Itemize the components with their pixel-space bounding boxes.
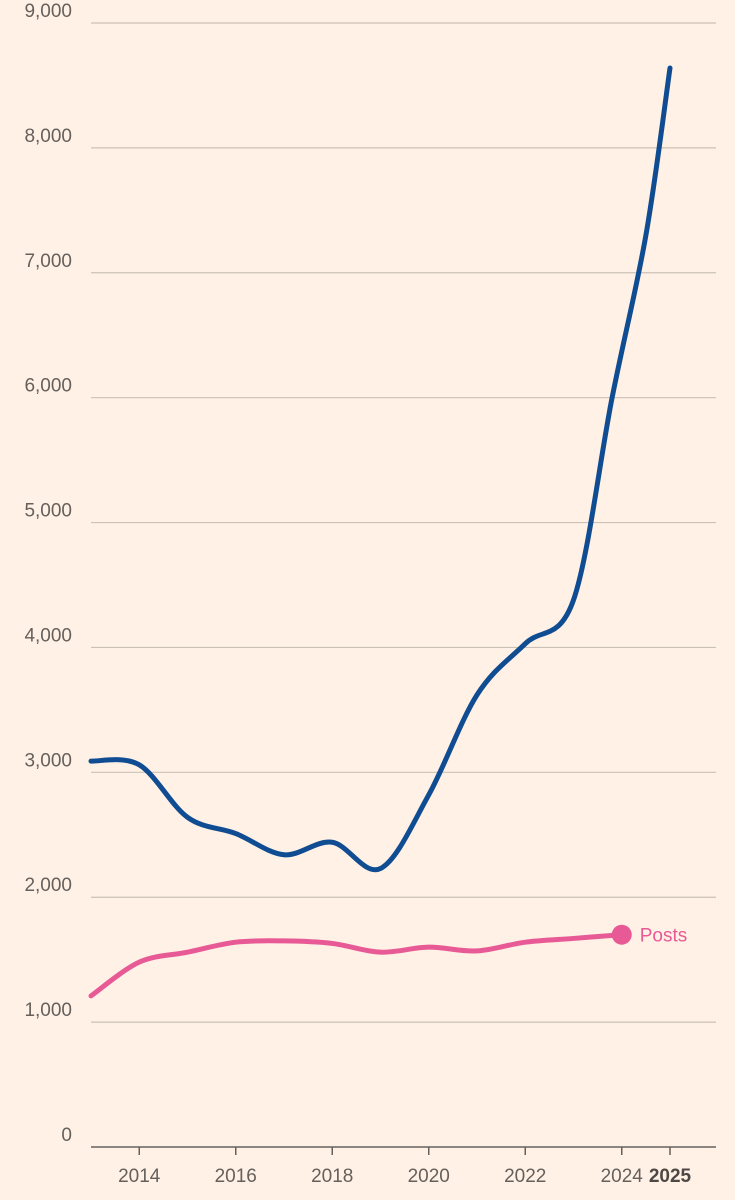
y-tick-label: 1,000 — [24, 1000, 72, 1021]
x-tick-label: 2020 — [408, 1166, 450, 1187]
y-tick-label: 0 — [61, 1125, 72, 1146]
series-line-total — [88, 65, 673, 873]
series-label: Posts — [640, 926, 688, 947]
gridlines — [91, 22, 716, 1023]
y-tick-label: 4,000 — [24, 625, 72, 646]
y-axis-tick-labels: 0 1,000 2,000 3,000 4,000 5,000 6,000 7,000 8,00… — [24, 1, 72, 1146]
y-tick-label: 2,000 — [24, 875, 72, 896]
x-tick-label: 2016 — [215, 1166, 257, 1187]
y-tick-label: 9,000 — [24, 1, 72, 22]
series-lines — [88, 65, 673, 999]
x-tick-label: 2018 — [311, 1166, 353, 1187]
series-labels: Posts — [611, 924, 688, 947]
y-tick-label: 6,000 — [24, 376, 72, 397]
series-line-posts — [88, 932, 625, 999]
series-end-marker — [611, 924, 632, 945]
y-tick-label: 3,000 — [24, 750, 72, 771]
x-tick-label: 2025 — [649, 1166, 692, 1187]
y-tick-label: 5,000 — [24, 501, 72, 522]
x-tick-label: 2024 — [601, 1166, 644, 1187]
y-tick-label: 7,000 — [24, 251, 72, 272]
x-tick-label: 2014 — [118, 1166, 161, 1187]
x-tick-label: 2022 — [504, 1166, 546, 1187]
y-tick-label: 8,000 — [24, 126, 72, 147]
x-axis: 2014 2016 2018 2020 2022 2024 2025 — [91, 1146, 716, 1187]
